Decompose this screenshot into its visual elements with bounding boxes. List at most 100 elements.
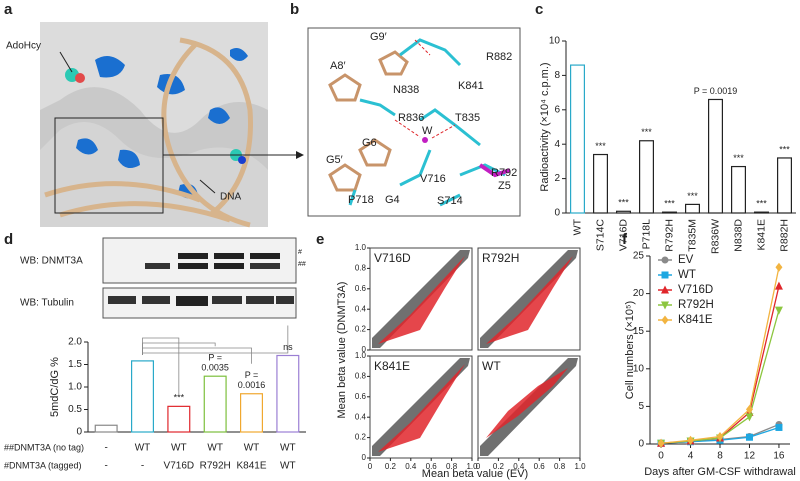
residue-label: K841 bbox=[458, 80, 484, 92]
y-tick-label: 0 bbox=[362, 453, 367, 462]
x-axis-label: Days after GM-CSF withdrawal bbox=[644, 466, 796, 478]
bar bbox=[592, 153, 608, 214]
y-tick-label: 0.4 bbox=[355, 412, 367, 421]
bar bbox=[638, 140, 654, 214]
legend-label: V716D bbox=[678, 284, 713, 296]
residue-label: G6 bbox=[362, 137, 377, 149]
x-tick-label: P718L bbox=[640, 219, 652, 250]
x-tick-label: 0 bbox=[476, 462, 481, 471]
point-cloud bbox=[480, 250, 578, 348]
residue-label: G4 bbox=[385, 194, 400, 206]
active-site-sticks bbox=[307, 27, 521, 217]
y-tick-label: 2.0 bbox=[68, 337, 82, 348]
legend-marker bbox=[661, 271, 669, 279]
y-tick-label: 0.8 bbox=[355, 372, 367, 381]
x-tick-label: K841E bbox=[755, 219, 767, 251]
residue-label: W bbox=[422, 125, 433, 137]
y-tick-label: 0 bbox=[554, 208, 560, 219]
y-tick-label: 5 bbox=[638, 401, 644, 412]
point-cloud bbox=[372, 250, 470, 348]
table-cell: WT bbox=[171, 443, 187, 454]
x-tick-label: 0.8 bbox=[446, 462, 458, 471]
annotation: *** bbox=[174, 393, 185, 403]
point-cloud bbox=[486, 256, 573, 344]
table-cell: WT bbox=[280, 443, 296, 454]
y-tick-label: 0.5 bbox=[68, 404, 82, 415]
marker bbox=[657, 438, 665, 448]
y-tick-label: 0.6 bbox=[355, 392, 367, 401]
x-tick-label: R882H bbox=[778, 219, 790, 252]
y-axis-label: Mean beta value (DNMT3A) bbox=[336, 282, 348, 419]
annotation: 0.0035 bbox=[201, 363, 229, 373]
residue-label: R836 bbox=[398, 112, 424, 124]
x-tick-label: 1.0 bbox=[574, 462, 586, 471]
residue-label: R792 bbox=[491, 167, 517, 179]
facet-title: R792H bbox=[482, 251, 519, 265]
y-axis-label: Radioactivity (×10⁴ c.p.m.) bbox=[539, 62, 551, 191]
x-axis-label: Mean beta value (EV) bbox=[422, 468, 528, 480]
marker bbox=[775, 262, 783, 272]
marker bbox=[745, 413, 754, 422]
table-cell: - bbox=[104, 461, 107, 472]
residue-label: G5′ bbox=[326, 154, 343, 166]
point-cloud bbox=[486, 368, 568, 438]
legend-marker bbox=[661, 301, 669, 310]
annotation: *** bbox=[641, 127, 652, 137]
legend-label: WT bbox=[678, 269, 696, 281]
blot-label: WB: DNMT3A bbox=[20, 256, 83, 267]
y-tick-label: 1.0 bbox=[355, 351, 367, 360]
bar bbox=[730, 165, 746, 214]
panel-label: c bbox=[535, 1, 543, 18]
residue-label: G9′ bbox=[370, 31, 387, 43]
marker bbox=[774, 281, 783, 290]
x-tick-label: 0.6 bbox=[534, 462, 546, 471]
legend-marker bbox=[661, 285, 669, 294]
y-tick-label: 8 bbox=[554, 70, 560, 81]
y-tick-label: 0.4 bbox=[355, 304, 367, 313]
y-tick-label: 0.6 bbox=[355, 284, 367, 293]
y-tick-label: 4 bbox=[554, 139, 560, 150]
x-tick-label: 0.4 bbox=[513, 462, 525, 471]
comparison-bracket bbox=[142, 347, 252, 364]
structure-surface bbox=[40, 22, 304, 228]
table-cell: WT bbox=[280, 461, 296, 472]
x-tick-label: 0 bbox=[368, 462, 373, 471]
annotation: P = 0.0019 bbox=[694, 86, 738, 96]
panel-label: e bbox=[316, 231, 324, 248]
y-tick-label: 10 bbox=[549, 36, 561, 47]
y-axis-label: Cell numbers (×10⁵) bbox=[624, 301, 636, 399]
annotation: *** bbox=[595, 141, 606, 151]
y-tick-label: 0.2 bbox=[355, 325, 367, 334]
x-tick-label: 8 bbox=[717, 451, 723, 462]
y-tick-label: 0 bbox=[76, 427, 82, 438]
x-tick-label: 0.2 bbox=[493, 462, 505, 471]
x-tick-label: R836W bbox=[709, 219, 721, 254]
table-cell: R792H bbox=[200, 461, 231, 472]
x-tick-label: S714C bbox=[594, 219, 606, 252]
bar bbox=[167, 405, 191, 433]
residue-label: P718 bbox=[348, 194, 374, 206]
y-tick-label: 25 bbox=[633, 251, 645, 262]
x-tick-label: 4 bbox=[688, 451, 694, 462]
bar bbox=[753, 211, 769, 214]
marker bbox=[745, 433, 753, 441]
annotation: 0.0016 bbox=[238, 380, 266, 390]
bar bbox=[776, 157, 792, 214]
residue-label: A8′ bbox=[330, 60, 346, 72]
y-tick-label: 15 bbox=[633, 326, 645, 337]
marker bbox=[775, 423, 783, 431]
annotation: *** bbox=[687, 191, 698, 201]
table-cell: WT bbox=[207, 443, 223, 454]
bar bbox=[684, 203, 700, 214]
y-tick-label: 20 bbox=[633, 288, 645, 299]
table-cell: K841E bbox=[236, 461, 266, 472]
table-cell: - bbox=[104, 443, 107, 454]
annotation: *** bbox=[733, 153, 744, 163]
table-cell: - bbox=[141, 461, 144, 472]
bar bbox=[615, 210, 631, 214]
panel-label: f bbox=[622, 231, 628, 248]
blot-label: WB: Tubulin bbox=[20, 298, 74, 309]
x-tick-label: T835M bbox=[686, 219, 698, 252]
facet-title: V716D bbox=[374, 251, 411, 265]
